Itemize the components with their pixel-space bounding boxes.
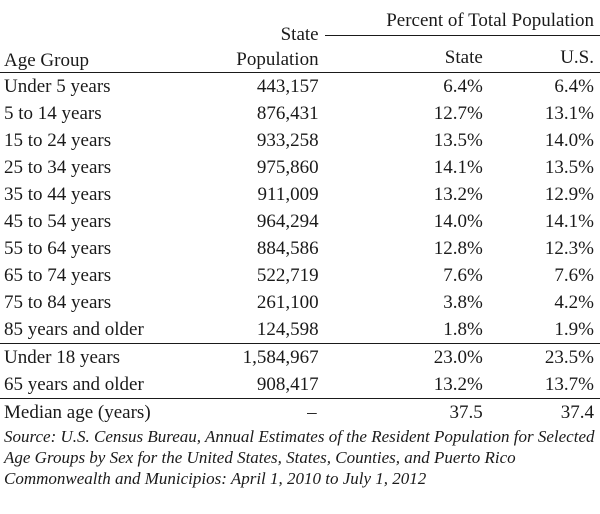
state-percent-cell: 23.0%	[324, 343, 489, 371]
population-cell: 124,598	[256, 319, 319, 340]
population-cell: 964,294	[256, 211, 319, 232]
header-row-1: Age Group State Population Percent of To…	[0, 0, 600, 71]
us-percent-cell: 13.1%	[544, 103, 594, 124]
state-percent-cell: 13.2%	[433, 374, 483, 395]
us-percent-cell: 12.3%	[544, 238, 594, 259]
population-cell: –	[202, 398, 325, 426]
us-percent-cell: 7.6%	[554, 265, 594, 286]
age-cell: 65 years and older	[4, 374, 144, 395]
us-percent-cell: 4.2%	[554, 292, 594, 313]
age-cell: Median age (years)	[0, 398, 203, 426]
age-cell: 85 years and older	[4, 319, 144, 340]
population-cell: 975,860	[256, 157, 319, 178]
header-percent-total: Percent of Total Population	[324, 0, 600, 36]
state-percent-cell: 6.4%	[324, 72, 489, 100]
us-percent-cell: 13.5%	[544, 157, 594, 178]
age-cell: 55 to 64 years	[4, 238, 112, 259]
us-percent-cell: 12.9%	[544, 184, 594, 205]
population-cell: 908,417	[256, 374, 319, 395]
source-note: Source: U.S. Census Bureau, Annual Estim…	[4, 427, 595, 488]
state-percent-cell: 12.8%	[433, 238, 483, 259]
age-cell: 5 to 14 years	[4, 103, 102, 124]
table-row: 45 to 54 years 964,294 14.0% 14.1%	[0, 208, 600, 235]
table-row: Under 18 years 1,584,967 23.0% 23.5%	[0, 343, 600, 371]
age-cell: 15 to 24 years	[4, 130, 112, 151]
us-percent-cell: 23.5%	[488, 343, 600, 371]
summary-rows: Under 18 years 1,584,967 23.0% 23.5% 65 year…	[0, 343, 600, 399]
state-percent-cell: 1.8%	[443, 319, 483, 340]
table-row: 75 to 84 years 261,100 3.8% 4.2%	[0, 289, 600, 316]
us-percent-cell: 6.4%	[488, 72, 600, 100]
population-cell: 1,584,967	[202, 343, 325, 371]
header-age-group: Age Group	[4, 50, 89, 71]
state-percent-cell: 12.7%	[433, 103, 483, 124]
us-percent-cell: 14.1%	[544, 211, 594, 232]
state-percent-cell: 13.5%	[433, 130, 483, 151]
us-percent-cell: 13.7%	[544, 374, 594, 395]
us-percent-cell: 1.9%	[554, 319, 594, 340]
table-row: 65 years and older 908,417 13.2% 13.7%	[0, 371, 600, 399]
population-cell: 911,009	[257, 184, 319, 205]
table-header: Age Group State Population Percent of To…	[0, 0, 600, 73]
table-row: Under 5 years 443,157 6.4% 6.4%	[0, 72, 600, 100]
age-cell: Under 5 years	[0, 72, 203, 100]
state-percent-cell: 37.5	[324, 398, 489, 426]
age-distribution-table: Age Group State Population Percent of To…	[0, 0, 600, 426]
age-group-rows: Under 5 years 443,157 6.4% 6.4% 5 to 14 year…	[0, 72, 600, 344]
population-cell: 876,431	[256, 103, 319, 124]
header-row-2: State U.S.	[0, 35, 600, 73]
population-cell: 261,100	[256, 292, 319, 313]
population-cell: 933,258	[256, 130, 319, 151]
state-percent-cell: 7.6%	[443, 265, 483, 286]
header-state-population: State Population	[203, 0, 325, 73]
age-cell: 25 to 34 years	[4, 157, 112, 178]
table-row: 65 to 74 years 522,719 7.6% 7.6%	[0, 262, 600, 289]
population-cell: 884,586	[256, 238, 319, 259]
age-cell: 35 to 44 years	[4, 184, 112, 205]
table-row: 25 to 34 years 975,860 14.1% 13.5%	[0, 154, 600, 181]
table-row: 55 to 64 years 884,586 12.8% 12.3%	[0, 235, 600, 262]
state-percent-cell: 13.2%	[433, 184, 483, 205]
age-cell: 75 to 84 years	[4, 292, 112, 313]
header-state-population-line1: State	[280, 24, 319, 45]
population-cell: 522,719	[256, 265, 319, 286]
age-cell: 65 to 74 years	[4, 265, 112, 286]
header-state-population-line2: Population	[236, 49, 319, 70]
header-us: U.S.	[488, 35, 600, 73]
us-percent-cell: 14.0%	[544, 130, 594, 151]
age-cell: 45 to 54 years	[4, 211, 112, 232]
table-row: 5 to 14 years 876,431 12.7% 13.1%	[0, 100, 600, 127]
state-percent-cell: 3.8%	[443, 292, 483, 313]
state-percent-cell: 14.0%	[433, 211, 483, 232]
age-cell: Under 18 years	[0, 343, 203, 371]
us-percent-cell: 37.4	[488, 398, 600, 426]
population-cell: 443,157	[202, 72, 325, 100]
state-percent-cell: 14.1%	[433, 157, 483, 178]
table-row: Median age (years) –37.5 37.4	[0, 398, 600, 426]
header-state: State	[324, 35, 489, 73]
table-row: 15 to 24 years 933,258 13.5% 14.0%	[0, 127, 600, 154]
table-row: 35 to 44 years 911,009 13.2% 12.9%	[0, 181, 600, 208]
median-rows: Median age (years) –37.5 37.4	[0, 398, 600, 426]
table-row: 85 years and older 124,598 1.8% 1.9%	[0, 316, 600, 344]
